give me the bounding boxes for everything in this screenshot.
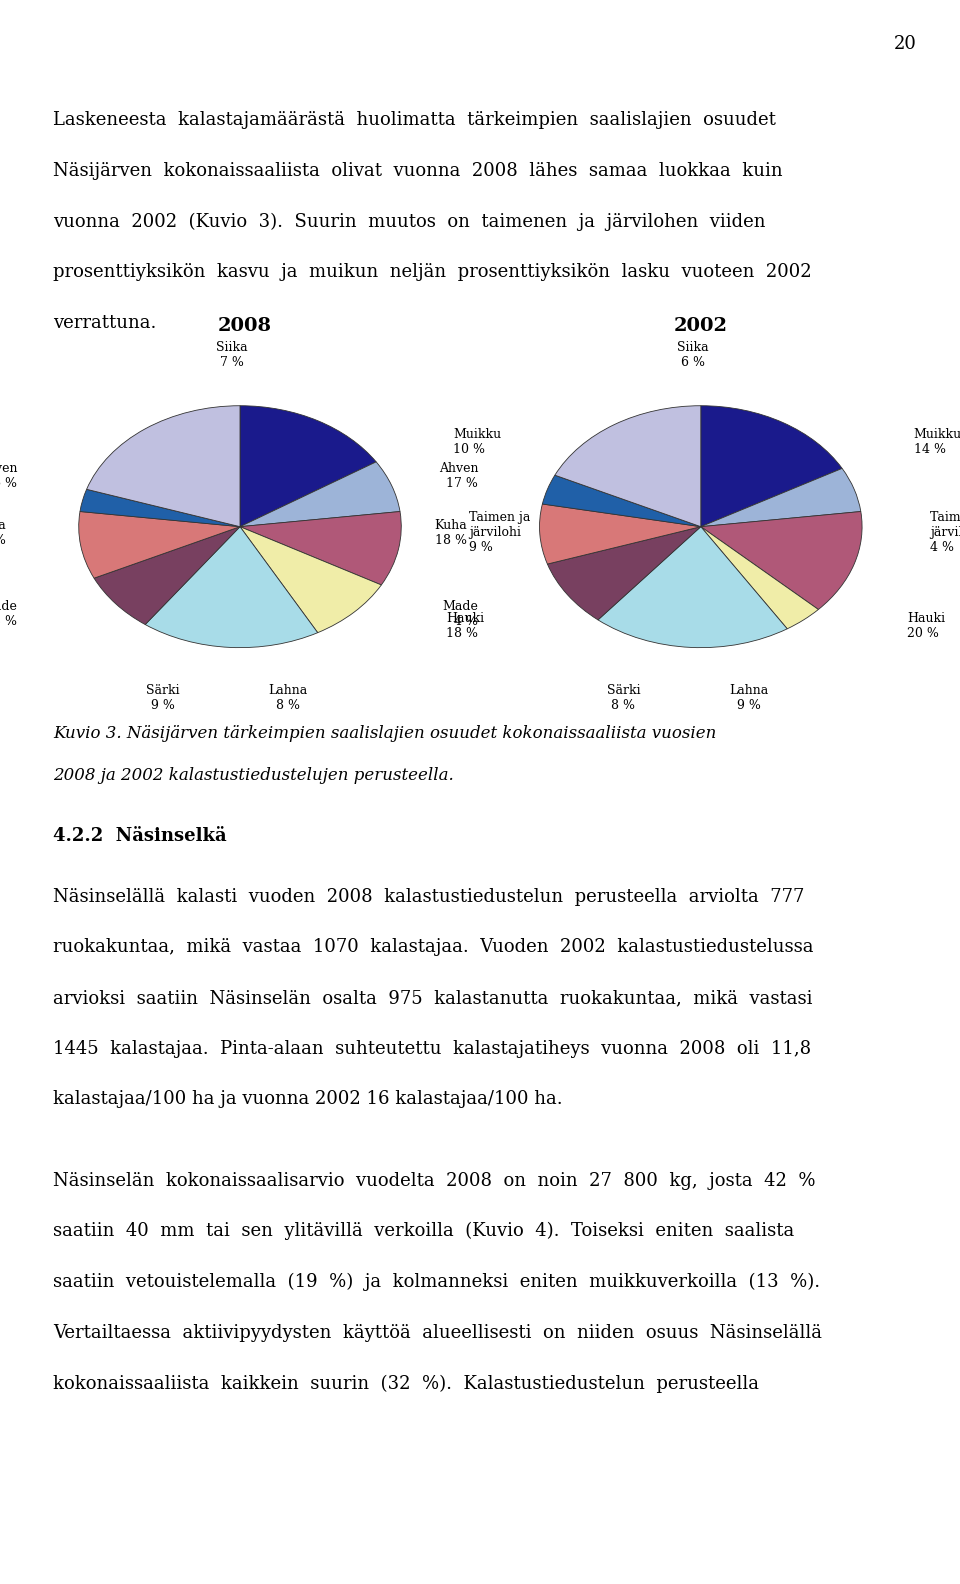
Text: Siika
7 %: Siika 7 %	[216, 341, 248, 369]
Wedge shape	[598, 526, 787, 648]
Text: 2008 ja 2002 kalastustiedustelujen perusteella.: 2008 ja 2002 kalastustiedustelujen perus…	[53, 767, 453, 784]
Text: Särki
9 %: Särki 9 %	[146, 684, 180, 713]
Text: arvioksi  saatiin  Näsinselän  osalta  975  kalastanutta  ruokakuntaa,  mikä  va: arvioksi saatiin Näsinselän osalta 975 k…	[53, 988, 812, 1007]
Text: Kuvio 3. Näsijärven tärkeimpien saalislajien osuudet kokonaissaaliista vuosien: Kuvio 3. Näsijärven tärkeimpien saalisla…	[53, 725, 716, 743]
Text: Made
3 %: Made 3 %	[0, 600, 17, 627]
Text: Muikku
14 %: Muikku 14 %	[914, 428, 960, 456]
Wedge shape	[145, 526, 318, 648]
Text: Taimen ja
järvilohi
4 %: Taimen ja järvilohi 4 %	[930, 512, 960, 554]
Wedge shape	[86, 406, 240, 526]
Text: Taimen ja
järvilohi
9 %: Taimen ja järvilohi 9 %	[469, 512, 530, 554]
Text: Särki
8 %: Särki 8 %	[607, 684, 640, 713]
Text: Lahna
8 %: Lahna 8 %	[269, 684, 308, 713]
Wedge shape	[547, 526, 701, 619]
Text: Hauki
20 %: Hauki 20 %	[907, 611, 946, 640]
Wedge shape	[80, 489, 240, 526]
Text: Kuha
18 %: Kuha 18 %	[434, 518, 467, 546]
Wedge shape	[240, 526, 381, 632]
Wedge shape	[94, 526, 240, 624]
Text: saatiin  vetouistelemalla  (19  %)  ja  kolmanneksi  eniten  muikkuverkoilla  (1: saatiin vetouistelemalla (19 %) ja kolma…	[53, 1274, 820, 1291]
Text: Ahven
17 %: Ahven 17 %	[439, 463, 478, 489]
Wedge shape	[701, 512, 862, 610]
Wedge shape	[701, 469, 861, 526]
Text: kokonaissaaliista  kaikkein  suurin  (32  %).  Kalastustiedustelun  perusteella: kokonaissaaliista kaikkein suurin (32 %)…	[53, 1375, 758, 1392]
Text: kalastajaa/100 ha ja vuonna 2002 16 kalastajaa/100 ha.: kalastajaa/100 ha ja vuonna 2002 16 kala…	[53, 1090, 563, 1109]
Wedge shape	[79, 512, 240, 578]
Text: vuonna  2002  (Kuvio  3).  Suurin  muutos  on  taimenen  ja  järvilohen  viiden: vuonna 2002 (Kuvio 3). Suurin muutos on …	[53, 212, 765, 231]
Wedge shape	[701, 406, 842, 526]
Wedge shape	[701, 526, 818, 629]
Text: Näsinselällä  kalasti  vuoden  2008  kalastustiedustelun  perusteella  arviolta : Näsinselällä kalasti vuoden 2008 kalastu…	[53, 887, 804, 906]
Text: Lahna
9 %: Lahna 9 %	[730, 684, 769, 713]
Text: 1445  kalastajaa.  Pinta-alaan  suhteutettu  kalastajatiheys  vuonna  2008  oli : 1445 kalastajaa. Pinta-alaan suhteutettu…	[53, 1039, 811, 1058]
Text: prosenttiyksikön  kasvu  ja  muikun  neljän  prosenttiyksikön  lasku  vuoteen  2: prosenttiyksikön kasvu ja muikun neljän …	[53, 263, 811, 280]
Text: 2002: 2002	[674, 317, 728, 334]
Text: Made
4 %: Made 4 %	[443, 600, 478, 627]
Wedge shape	[240, 406, 376, 526]
Text: ruokakuntaa,  mikä  vastaa  1070  kalastajaa.  Vuoden  2002  kalastustiedustelus: ruokakuntaa, mikä vastaa 1070 kalastajaa…	[53, 938, 813, 957]
Text: Näsijärven  kokonaissaaliista  olivat  vuonna  2008  lähes  samaa  luokkaa  kuin: Näsijärven kokonaissaaliista olivat vuon…	[53, 162, 782, 179]
Text: verrattuna.: verrattuna.	[53, 314, 156, 331]
Text: 2008: 2008	[218, 317, 272, 334]
Wedge shape	[240, 463, 400, 526]
Wedge shape	[542, 475, 701, 526]
Text: Hauki
18 %: Hauki 18 %	[446, 611, 485, 640]
Wedge shape	[540, 504, 701, 564]
Text: 4.2.2  Näsinselkä: 4.2.2 Näsinselkä	[53, 827, 227, 844]
Text: Vertailtaessa  aktiivipyydysten  käyttöä  alueellisesti  on  niiden  osuus  Näsi: Vertailtaessa aktiivipyydysten käyttöä a…	[53, 1324, 822, 1342]
Wedge shape	[555, 406, 701, 526]
Text: 20: 20	[894, 35, 917, 52]
Text: Kuha
20 %: Kuha 20 %	[0, 518, 6, 546]
Text: Siika
6 %: Siika 6 %	[677, 341, 708, 369]
Text: saatiin  40  mm  tai  sen  ylitävillä  verkoilla  (Kuvio  4).  Toiseksi  eniten : saatiin 40 mm tai sen ylitävillä verkoil…	[53, 1223, 794, 1240]
Text: Muikku
10 %: Muikku 10 %	[453, 428, 501, 456]
Text: Ahven
16 %: Ahven 16 %	[0, 463, 17, 489]
Text: Näsinselän  kokonaissaalisarvio  vuodelta  2008  on  noin  27  800  kg,  josta  : Näsinselän kokonaissaalisarvio vuodelta …	[53, 1172, 815, 1190]
Text: Laskeneesta  kalastajamäärästä  huolimatta  tärkeimpien  saalislajien  osuudet: Laskeneesta kalastajamäärästä huolimatta…	[53, 111, 776, 128]
Wedge shape	[240, 512, 401, 584]
